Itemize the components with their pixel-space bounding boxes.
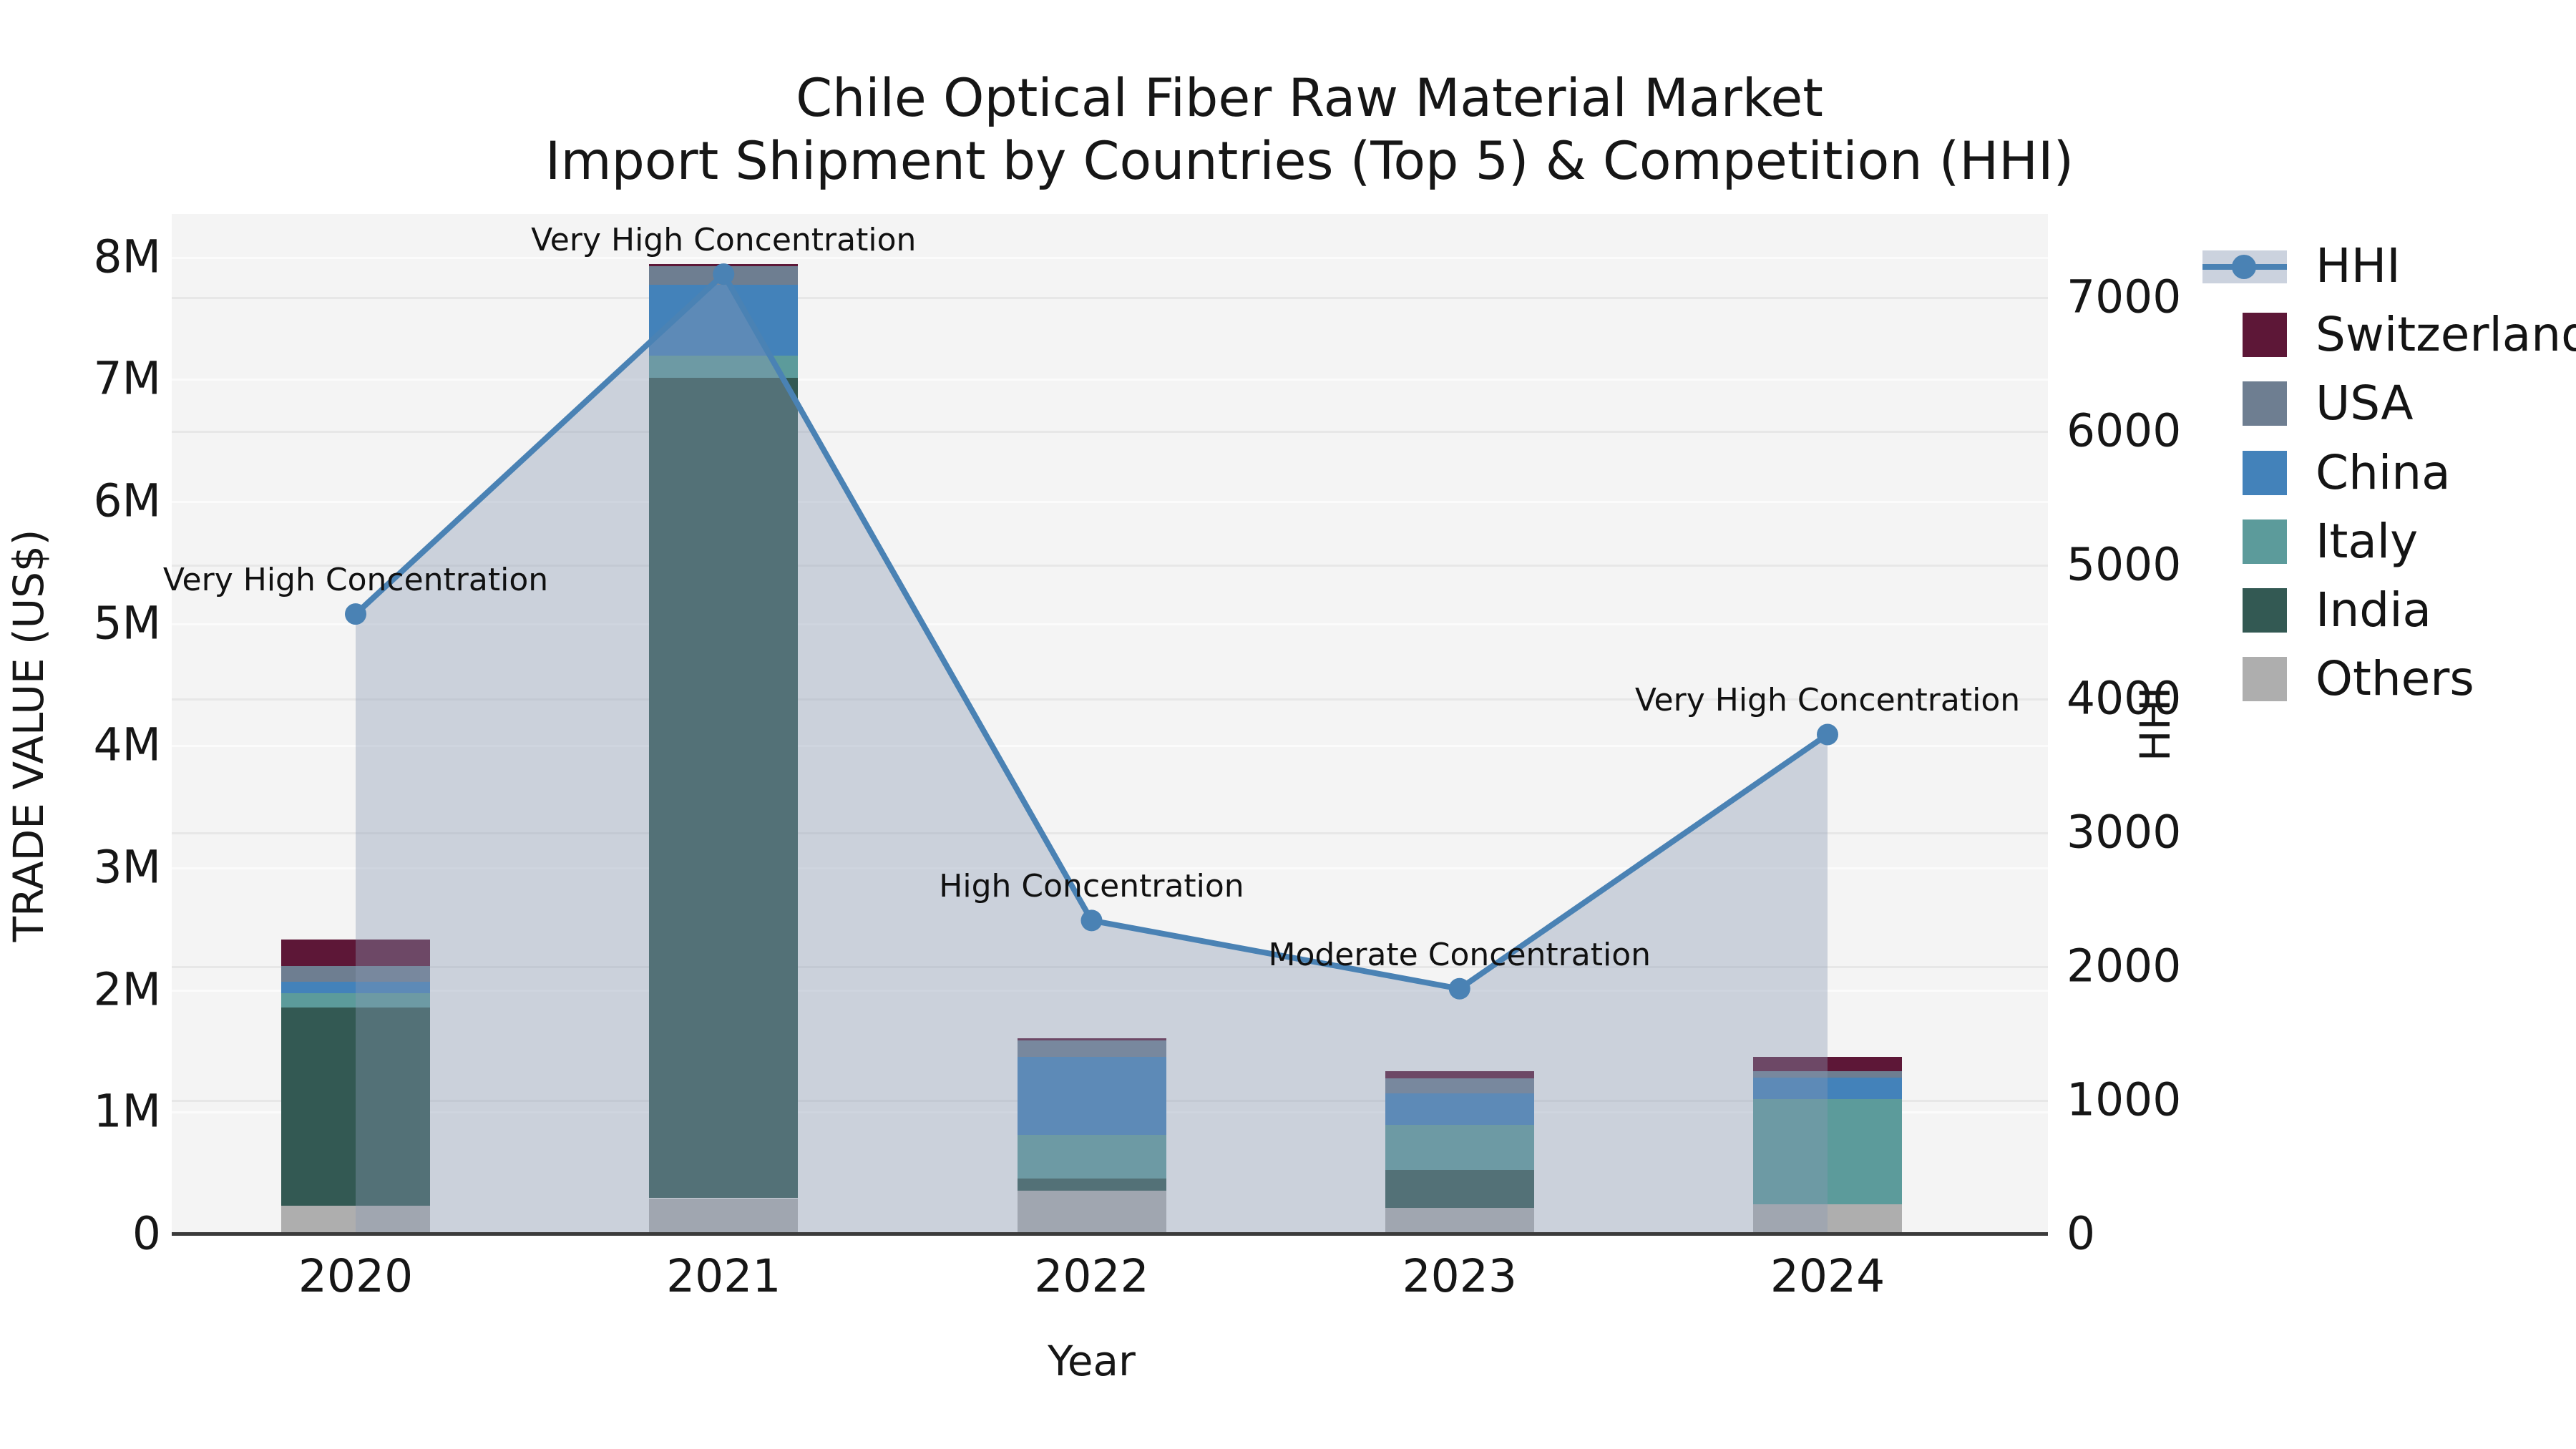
left-tick-4M: 4M: [93, 718, 161, 771]
bar-2022-others: [1017, 1191, 1166, 1234]
legend-swatch-switzerland: [2243, 313, 2287, 358]
legend-swatch-others: [2243, 657, 2287, 702]
bar-2022-usa: [1017, 1040, 1166, 1057]
bar-2023-italy: [1385, 1125, 1534, 1171]
annotation-2020: Very High Concentration: [162, 562, 549, 599]
bar-2024-others: [1753, 1204, 1902, 1234]
x-tick-2020: 2020: [298, 1250, 414, 1302]
annotation-2024: Very High Concentration: [1634, 682, 2021, 719]
gridline-left-2M: [172, 989, 2048, 992]
legend-swatch-italy: [2243, 519, 2287, 564]
legend-label-italy: Italy: [2316, 513, 2419, 569]
hhi-marker-2020: [345, 603, 366, 625]
bar-2022-india: [1017, 1179, 1166, 1191]
hhi-area-fill: [356, 274, 1828, 1234]
left-tick-0: 0: [132, 1207, 161, 1260]
bar-2023-switzerland: [1385, 1071, 1534, 1079]
legend-hhi-marker-swatch: [2232, 255, 2256, 279]
left-tick-5M: 5M: [93, 597, 161, 650]
hhi-marker-2024: [1817, 723, 1838, 746]
gridline-left-4M: [172, 745, 2048, 748]
bar-2020-india: [281, 1008, 430, 1206]
x-tick-2024: 2024: [1770, 1250, 1885, 1302]
legend-item-italy: Italy: [2202, 513, 2575, 569]
bar-2020-switzerland: [281, 939, 430, 967]
legend-swatch-china: [2243, 450, 2287, 495]
chart-subtitle: Import Shipment by Countries (Top 5) & C…: [545, 131, 2074, 192]
right-tick-4000: 4000: [2067, 672, 2182, 725]
bar-2023-china: [1385, 1093, 1534, 1126]
x-axis-line: [172, 1232, 2048, 1236]
legend-label-hhi: HHI: [2316, 238, 2401, 293]
legend-label-china: China: [2316, 444, 2451, 500]
left-tick-1M: 1M: [93, 1085, 161, 1138]
gridline-left-8M: [172, 256, 2048, 259]
legend-item-china: China: [2202, 444, 2575, 500]
bar-2022-italy: [1017, 1134, 1166, 1179]
annotation-2021: Very High Concentration: [531, 222, 917, 259]
hhi-marker-2021: [713, 263, 735, 286]
right-tick-0: 0: [2067, 1207, 2096, 1260]
right-tick-2000: 2000: [2067, 940, 2182, 992]
bar-2023-others: [1385, 1208, 1534, 1234]
bar-2023-usa: [1385, 1078, 1534, 1093]
legend-label-switzerland: Switzerland: [2316, 307, 2576, 363]
hhi-marker-2022: [1080, 909, 1103, 932]
legend-item-switzerland: Switzerland: [2202, 307, 2576, 363]
left-tick-8M: 8M: [93, 230, 161, 283]
bar-2022-switzerland: [1017, 1038, 1166, 1041]
right-tick-1000: 1000: [2067, 1073, 2182, 1126]
x-axis-title: Year: [1048, 1337, 1136, 1385]
legend-label-others: Others: [2316, 651, 2474, 707]
left-tick-2M: 2M: [93, 963, 161, 1016]
bar-2021-india: [649, 377, 799, 1199]
legend-item-others: Others: [2202, 654, 2575, 704]
left-tick-6M: 6M: [93, 474, 161, 527]
bar-2020-others: [281, 1205, 430, 1234]
right-tick-6000: 6000: [2067, 404, 2182, 457]
legend-item-hhi: HHI: [2202, 241, 2575, 291]
gridline-left-3M: [172, 867, 2048, 870]
bar-2020-italy: [281, 992, 430, 1008]
bar-2024-switzerland: [1753, 1056, 1902, 1071]
gridline-left-6M: [172, 501, 2048, 504]
gridline-right-4000: [172, 698, 2048, 701]
legend-swatch-usa: [2243, 381, 2287, 426]
right-tick-7000: 7000: [2067, 270, 2182, 323]
gridline-right-3000: [172, 831, 2048, 834]
bar-2020-usa: [281, 966, 430, 982]
gridline-right-2000: [172, 965, 2048, 968]
bar-2020-china: [281, 982, 430, 993]
bar-2022-china: [1017, 1056, 1166, 1135]
hhi-marker-2023: [1448, 977, 1470, 1000]
gridline-right-6000: [172, 430, 2048, 433]
gridline-right-5000: [172, 564, 2048, 567]
gridline-left-7M: [172, 379, 2048, 381]
right-tick-5000: 5000: [2067, 538, 2182, 591]
right-tick-3000: 3000: [2067, 806, 2182, 859]
bar-2024-italy: [1753, 1099, 1902, 1205]
x-tick-2023: 2023: [1402, 1250, 1517, 1302]
gridline-left-5M: [172, 623, 2048, 625]
left-tick-3M: 3M: [93, 841, 161, 894]
left-tick-7M: 7M: [93, 352, 161, 405]
x-tick-2021: 2021: [666, 1250, 781, 1302]
annotation-2022: High Concentration: [939, 868, 1244, 905]
chart-title: Chile Optical Fiber Raw Material Market: [796, 68, 1823, 129]
legend-item-india: India: [2202, 585, 2575, 635]
x-tick-2022: 2022: [1034, 1250, 1149, 1302]
bar-2021-others: [649, 1198, 799, 1234]
legend-swatch-india: [2243, 588, 2287, 633]
legend-label-india: India: [2316, 582, 2431, 638]
bar-2023-india: [1385, 1170, 1534, 1209]
legend-item-usa: USA: [2202, 379, 2575, 429]
legend-label-usa: USA: [2316, 376, 2414, 431]
annotation-2023: Moderate Concentration: [1268, 936, 1652, 973]
bar-2024-china: [1753, 1077, 1902, 1100]
bar-2024-usa: [1753, 1071, 1902, 1078]
gridline-right-7000: [172, 296, 2048, 299]
